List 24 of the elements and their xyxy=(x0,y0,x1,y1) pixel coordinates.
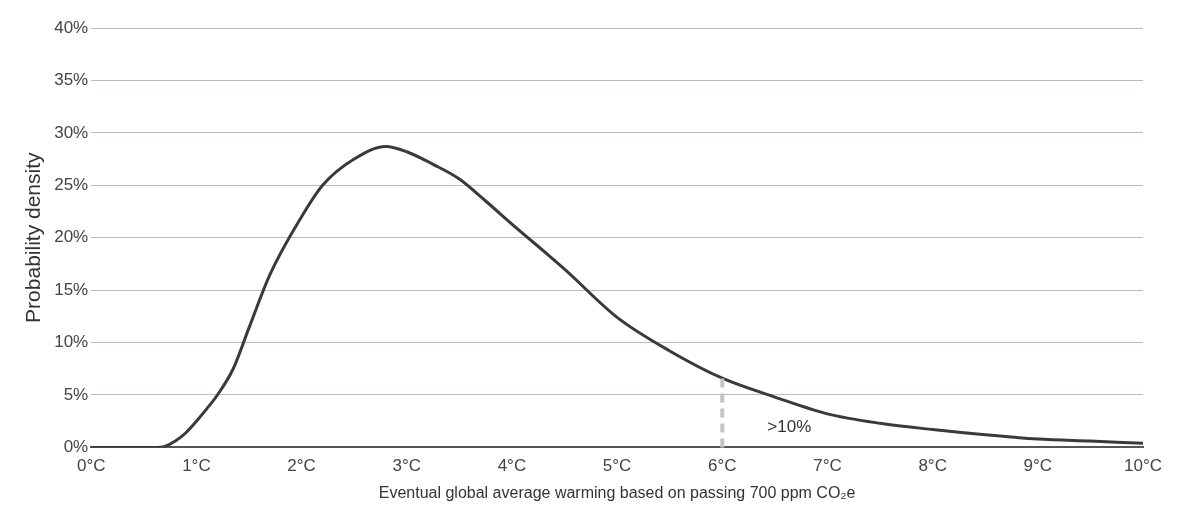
y-tick-label: 15% xyxy=(54,279,89,299)
x-tick-label: 0°C xyxy=(76,456,106,476)
x-tick-label: 7°C xyxy=(813,456,842,476)
y-axis-title: Probability density xyxy=(21,151,45,323)
y-tick-label: 30% xyxy=(54,122,89,142)
y-tick-label: 20% xyxy=(54,227,89,247)
y-tick-label: 35% xyxy=(54,70,89,90)
x-tick-label: 3°C xyxy=(392,456,422,476)
x-tick-label: 9°C xyxy=(1023,456,1053,476)
x-tick-label: 8°C xyxy=(918,456,947,476)
y-tick-label: 40% xyxy=(54,17,89,37)
x-tick-label: 10°C xyxy=(1124,456,1162,476)
y-tick-label: 0% xyxy=(63,437,89,457)
x-tick-label: 4°C xyxy=(497,456,527,476)
x-axis-title: Eventual global average warming based on passing 700 ppm CO₂e xyxy=(378,483,856,501)
x-tick-label: 2°C xyxy=(287,456,316,476)
y-tick-label: 5% xyxy=(63,384,89,404)
line-series xyxy=(91,144,1143,448)
annotation: >10% xyxy=(767,417,812,437)
y-tick-label: 10% xyxy=(54,332,89,352)
x-tick-label: 5°C xyxy=(602,456,632,476)
x-tick-label: 1°C xyxy=(182,456,211,476)
y-tick-label: 25% xyxy=(54,174,89,194)
x-tick-label: 6°C xyxy=(708,456,737,476)
